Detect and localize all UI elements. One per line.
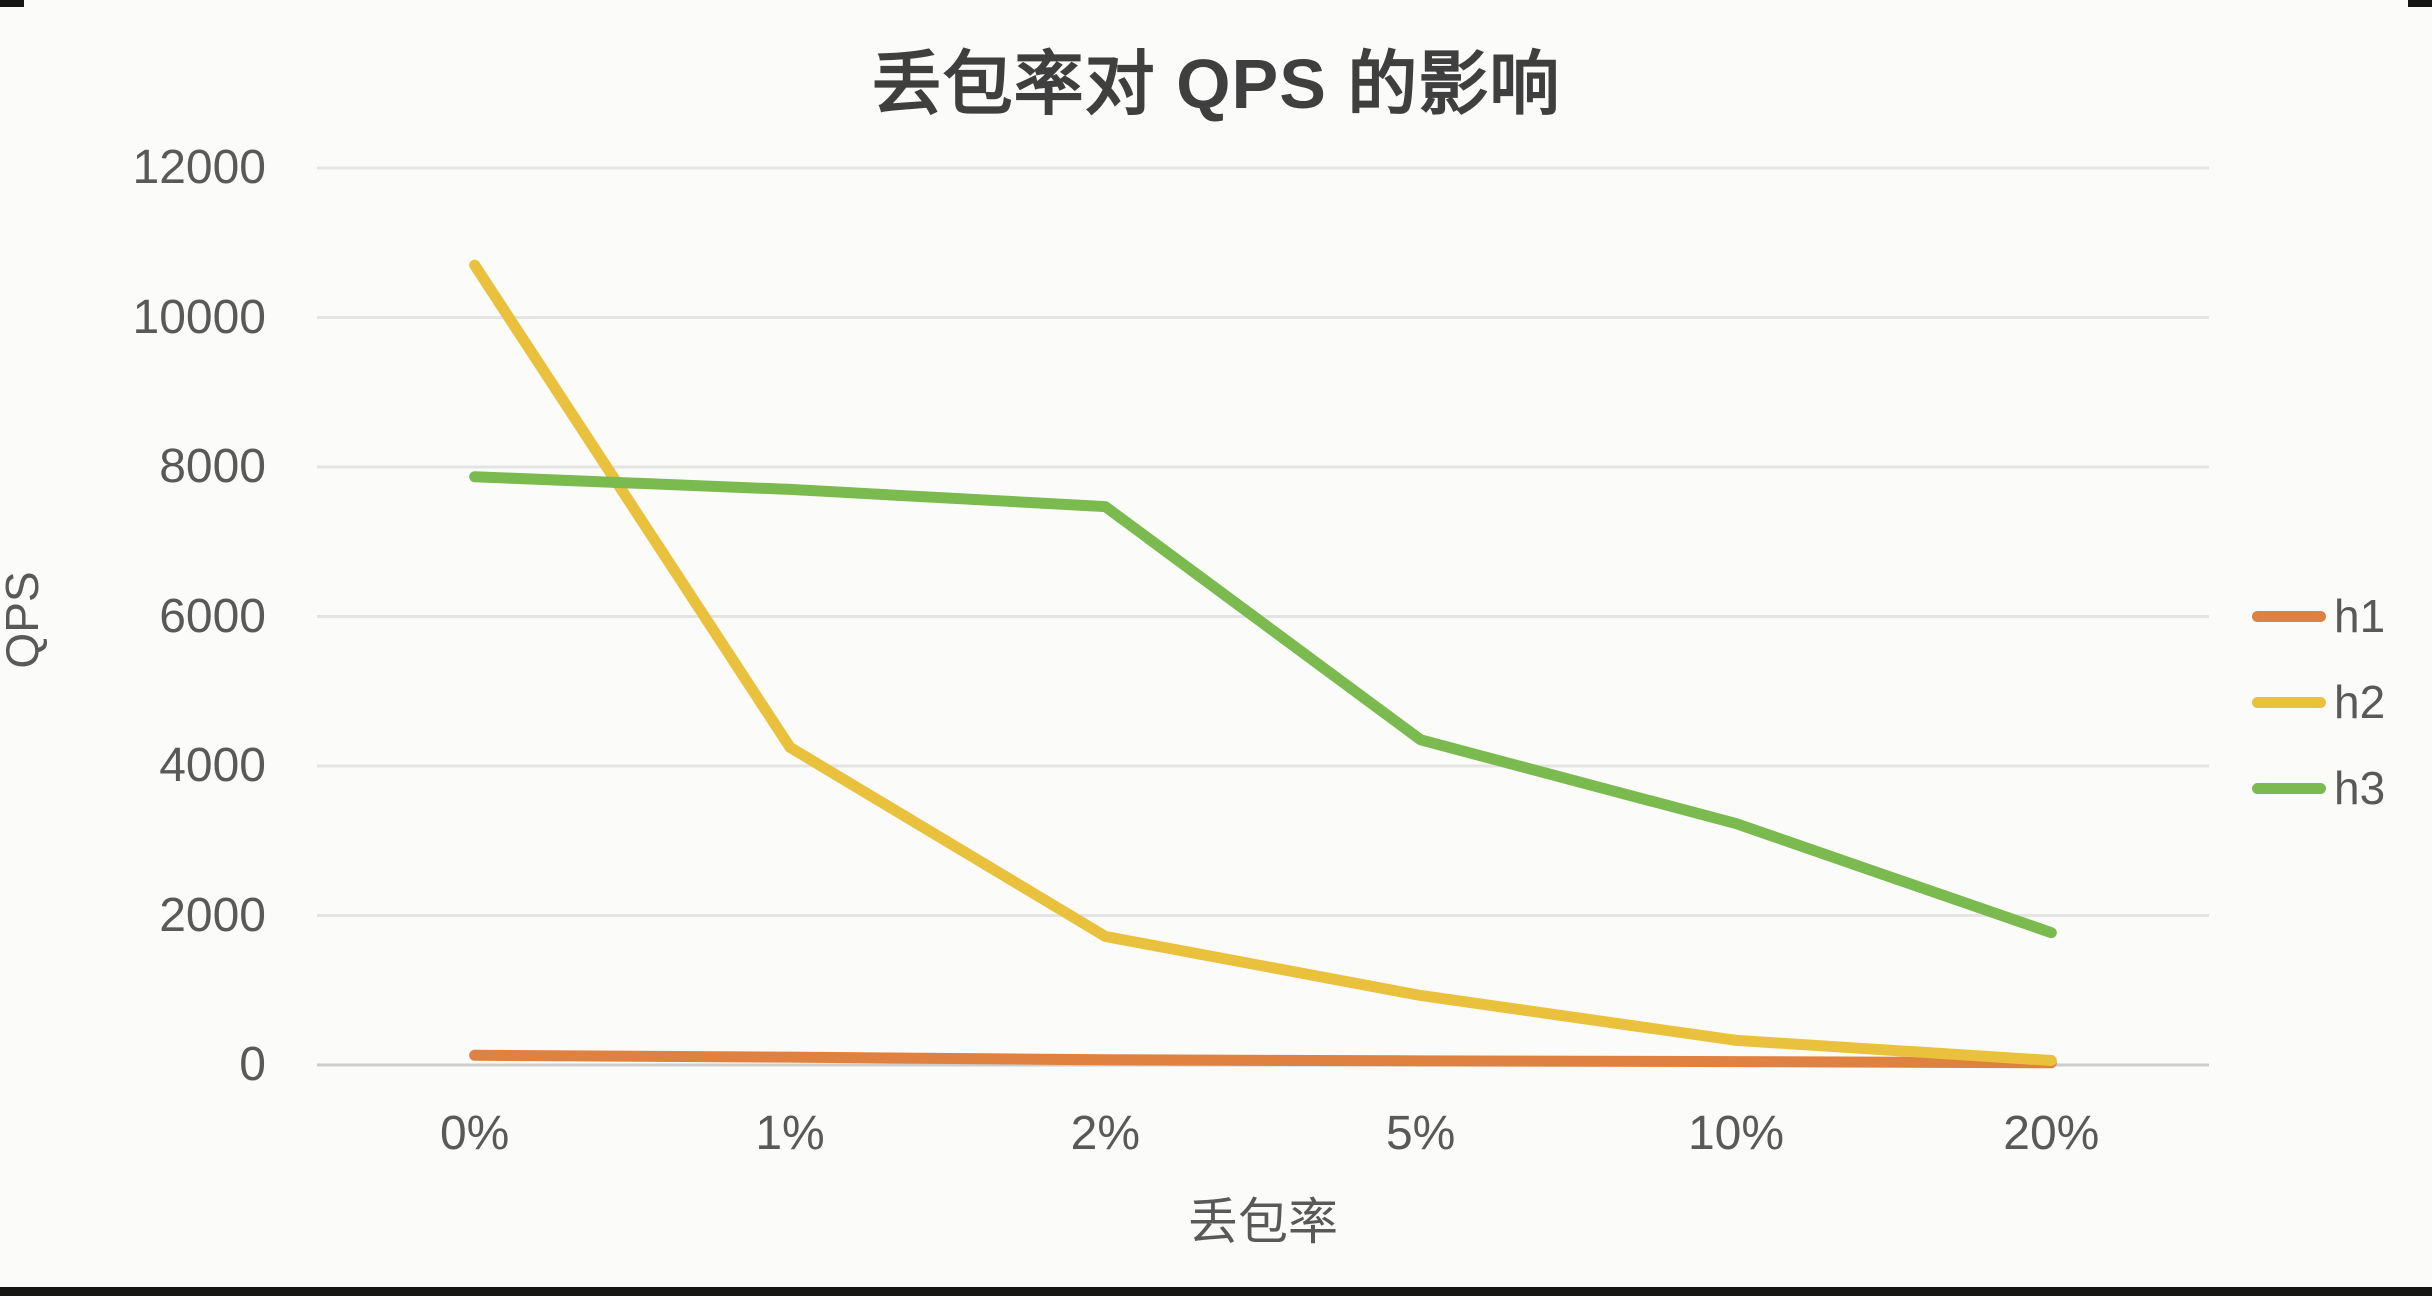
- x-tick-label-0%: 0%: [439, 1107, 510, 1160]
- window-edge-top-left: [0, 0, 24, 7]
- y-tick-label-12000: 12000: [132, 141, 266, 194]
- series-line-h1: [469, 1049, 2057, 1069]
- legend-label-h3: h3: [2334, 762, 2386, 814]
- plot-area: [317, 166, 2209, 1069]
- legend-label-h1: h1: [2334, 590, 2386, 642]
- y-tick-label-6000: 6000: [159, 589, 266, 643]
- legend-swatch-h2: [2252, 696, 2326, 708]
- x-tick-label-2%: 2%: [1070, 1107, 1141, 1160]
- series-line-h3: [469, 471, 2057, 939]
- x-tick-label-20%: 20%: [2003, 1107, 2100, 1160]
- y-tick-label-2000: 2000: [159, 888, 266, 942]
- y-tick-label-4000: 4000: [159, 739, 266, 792]
- legend-swatch-h3: [2252, 782, 2326, 794]
- y-tick-label-10000: 10000: [132, 290, 266, 344]
- series-line-h2: [469, 259, 2057, 1067]
- x-axis-title: 丢包率: [1188, 1194, 1338, 1250]
- y-tick-label-8000: 8000: [159, 440, 266, 493]
- legend-label-h2: h2: [2334, 676, 2386, 728]
- x-tick-label-1%: 1%: [755, 1107, 825, 1160]
- chart-title: 丢包率对 QPS 的影响: [871, 45, 1561, 123]
- y-tick-label-0: 0: [239, 1038, 266, 1091]
- legend-item-h2: h2: [2252, 674, 2385, 730]
- legend-item-h1: h1: [2252, 588, 2385, 644]
- legend: h1 h2 h3: [2252, 588, 2385, 816]
- x-tick-label-10%: 10%: [1687, 1107, 1785, 1160]
- series-plot-svg: [317, 166, 2209, 1069]
- window-edge-top-right: [2408, 0, 2432, 7]
- legend-swatch-h1: [2252, 610, 2326, 622]
- window-edge-bottom: [0, 1287, 2432, 1296]
- legend-item-h3: h3: [2252, 760, 2385, 816]
- x-tick-label-5%: 5%: [1385, 1107, 1456, 1160]
